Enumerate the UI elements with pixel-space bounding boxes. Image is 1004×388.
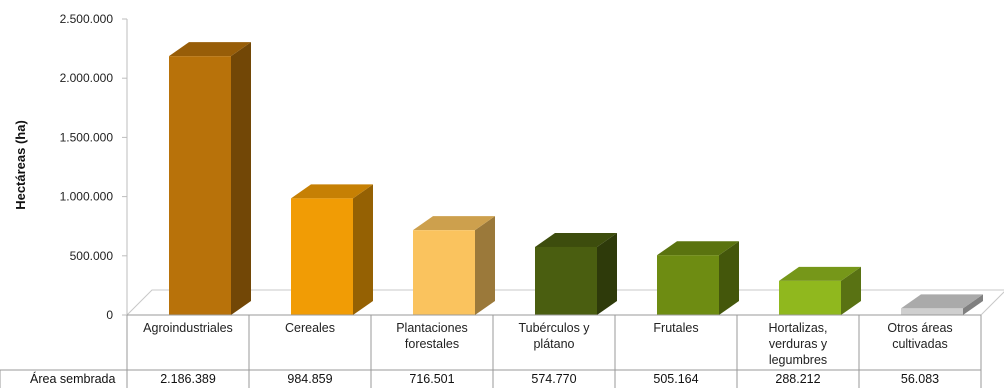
table-value-cell: 984.859 bbox=[287, 372, 332, 386]
bar-top bbox=[291, 184, 373, 199]
bar-front bbox=[657, 255, 719, 315]
table-value-cell: 716.501 bbox=[409, 372, 454, 386]
category-label: legumbres bbox=[769, 353, 827, 367]
bar-top bbox=[657, 241, 739, 256]
y-axis-label: Hectáreas (ha) bbox=[13, 120, 28, 210]
table-row-header: Área sembrada bbox=[30, 371, 116, 386]
bar-top bbox=[901, 294, 983, 309]
bar-front bbox=[169, 56, 231, 316]
bar bbox=[657, 241, 739, 315]
bar-side bbox=[963, 294, 983, 315]
y-tick-label: 2.500.000 bbox=[60, 12, 114, 26]
bar bbox=[901, 294, 983, 315]
bar-front bbox=[535, 246, 597, 315]
bar-front bbox=[291, 198, 353, 315]
bar-front bbox=[779, 280, 841, 315]
bar-side bbox=[719, 241, 739, 315]
bar bbox=[291, 184, 373, 315]
bar-top bbox=[413, 216, 495, 231]
bar bbox=[169, 42, 251, 316]
bar-side bbox=[475, 216, 495, 315]
y-tick-label: 0 bbox=[106, 308, 113, 322]
table-value-cell: 288.212 bbox=[775, 372, 820, 386]
bar-front bbox=[901, 308, 963, 315]
table-value-cell: 505.164 bbox=[653, 372, 698, 386]
table-value-cell: 2.186.389 bbox=[160, 372, 216, 386]
bar-top bbox=[779, 266, 861, 281]
bar bbox=[535, 232, 617, 315]
bar-side bbox=[597, 232, 617, 315]
table-value-cell: 574.770 bbox=[531, 372, 576, 386]
bar-side bbox=[841, 266, 861, 315]
category-label: Cereales bbox=[285, 321, 335, 335]
table-value-cell: 56.083 bbox=[901, 372, 939, 386]
category-label: cultivadas bbox=[892, 337, 948, 351]
y-tick-label: 1.000.000 bbox=[60, 190, 114, 204]
bar-side bbox=[231, 42, 251, 316]
category-label: Plantaciones bbox=[396, 321, 468, 335]
bar-side bbox=[353, 184, 373, 315]
category-label: forestales bbox=[405, 337, 459, 351]
y-tick-label: 1.500.000 bbox=[60, 130, 114, 144]
category-label: Agroindustriales bbox=[143, 321, 233, 335]
y-tick-label: 2.000.000 bbox=[60, 71, 114, 85]
category-label: Frutales bbox=[653, 321, 698, 335]
bar-top bbox=[169, 42, 251, 57]
category-label: Otros áreas bbox=[887, 321, 952, 335]
bar-top bbox=[535, 232, 617, 247]
y-tick-label: 500.000 bbox=[70, 249, 114, 263]
category-label: Tubérculos y bbox=[518, 321, 590, 335]
category-label: verduras y bbox=[769, 337, 828, 351]
bar-front bbox=[413, 230, 475, 315]
category-label: plátano bbox=[533, 337, 574, 351]
bar bbox=[413, 216, 495, 315]
category-label: Hortalizas, bbox=[768, 321, 827, 335]
bar bbox=[779, 266, 861, 315]
